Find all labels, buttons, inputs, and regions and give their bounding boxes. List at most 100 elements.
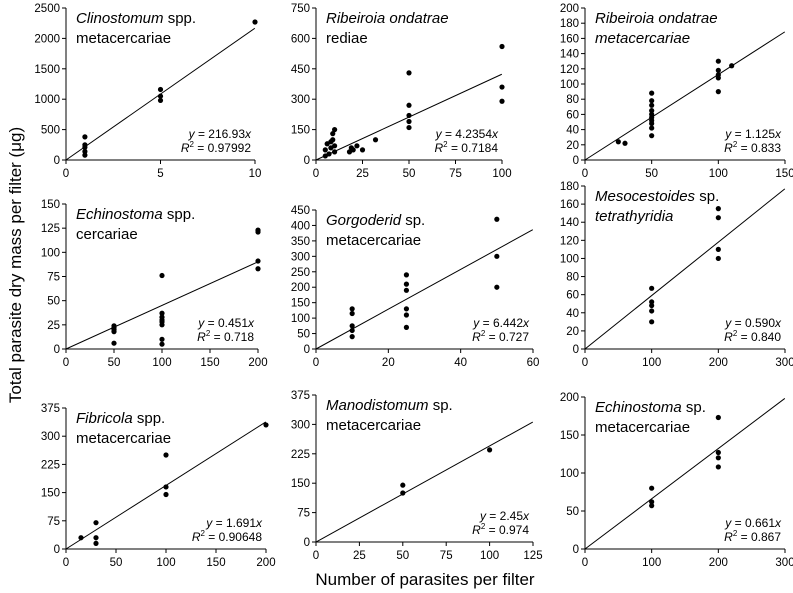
panel-subtitle: metacercariae — [76, 430, 171, 447]
x-tick-label: 0 — [63, 557, 69, 569]
panel-title: Manodistomum sp. — [326, 397, 453, 414]
y-tick-label: 75 — [297, 508, 310, 520]
data-point — [332, 143, 338, 149]
data-point — [649, 302, 655, 309]
equation-label: y = 0.451x — [197, 316, 255, 330]
y-tick-label: 100 — [560, 253, 579, 265]
panel-title: Clinostomum spp. — [76, 10, 196, 27]
y-tick-label: 300 — [291, 94, 310, 106]
y-tick-label: 75 — [47, 516, 60, 528]
data-point — [330, 131, 336, 137]
data-point — [82, 142, 88, 148]
data-point — [715, 414, 721, 421]
y-tick-label: 40 — [566, 308, 579, 320]
data-point — [111, 323, 117, 329]
x-tick-label: 0 — [582, 557, 588, 569]
y-tick-label: 0 — [573, 544, 579, 556]
data-point — [354, 143, 360, 149]
y-tick-label: 60 — [566, 109, 579, 121]
data-point — [403, 281, 410, 287]
data-point — [159, 310, 165, 316]
x-tick-label: 200 — [709, 557, 728, 569]
y-tick-label: 180 — [560, 18, 579, 30]
r-squared-label: R2 = 0.840 — [724, 329, 781, 344]
y-tick-label: 600 — [291, 33, 310, 45]
data-point — [615, 139, 621, 145]
panel-title: Mesocestoides sp. — [595, 188, 719, 205]
y-tick-label: 80 — [566, 272, 579, 284]
x-tick-label: 60 — [527, 357, 540, 369]
y-tick-label: 120 — [560, 235, 579, 247]
panel-title: Fibricola spp. — [76, 410, 165, 427]
x-tick-label: 125 — [523, 550, 542, 562]
y-tick-label: 0 — [304, 344, 310, 356]
x-tick-label: 75 — [449, 168, 462, 180]
panel-title: Ribeiroia ondatrae — [595, 10, 718, 27]
y-tick-label: 0 — [54, 344, 60, 356]
data-point — [406, 118, 412, 125]
x-tick-label: 0 — [582, 357, 588, 369]
data-point — [349, 306, 355, 312]
x-tick-label: 300 — [775, 557, 793, 569]
data-point — [715, 255, 721, 262]
y-tick-label: 2000 — [34, 33, 60, 45]
panel-3: 0 20 40 60 80 100 120 140 160 180 200 0 50 100 150 Ribe… — [560, 3, 793, 180]
y-tick-label: 125 — [41, 223, 60, 235]
data-point — [649, 111, 655, 117]
x-tick-label: 0 — [313, 550, 319, 562]
data-point — [499, 43, 505, 50]
x-tick-label: 100 — [480, 550, 499, 562]
r-squared-label: R2 = 0.833 — [724, 140, 781, 155]
data-point — [322, 147, 328, 153]
x-tick-label: 200 — [248, 357, 267, 369]
data-point — [403, 306, 410, 312]
y-tick-label: 200 — [560, 392, 579, 404]
data-point — [157, 93, 164, 99]
panel-title: Ribeiroia ondatrae — [326, 10, 449, 27]
x-tick-label: 200 — [709, 357, 728, 369]
y-tick-label: 450 — [291, 64, 310, 76]
equation-label: y = 1.691x — [205, 516, 263, 530]
panel-6: 0 20 40 60 80 100 120 140 160 180 0 100 200 300 Mesoce… — [560, 181, 793, 369]
y-tick-label: 375 — [291, 390, 310, 402]
data-point — [403, 312, 410, 318]
r-squared-label: R2 = 0.867 — [724, 529, 781, 544]
data-point — [715, 58, 721, 64]
data-point — [359, 147, 366, 153]
x-tick-label: 100 — [642, 357, 661, 369]
data-point — [159, 341, 165, 347]
r-squared-label: R2 = 0.727 — [472, 329, 529, 344]
equation-label: y = 6.442x — [472, 316, 530, 330]
panel-8: 0 75 150 225 300 375 0 25 50 75 100 125 Manodistomum… — [291, 390, 543, 562]
y-tick-label: 100 — [560, 79, 579, 91]
panel-subtitle: metacercariae — [595, 419, 690, 436]
data-point — [78, 535, 84, 541]
data-point — [349, 323, 355, 329]
data-point — [649, 299, 655, 305]
data-point — [332, 149, 338, 155]
panel-subtitle: cercariae — [76, 226, 138, 243]
x-tick-label: 0 — [63, 357, 69, 369]
y-tick-label: 200 — [291, 282, 310, 294]
data-point — [715, 72, 721, 78]
y-tick-label: 500 — [41, 125, 60, 137]
y-tick-label: 50 — [566, 506, 579, 518]
data-point — [82, 152, 88, 158]
data-point — [82, 148, 88, 155]
data-point — [403, 272, 410, 278]
panel-2: 0 150 300 450 600 750 0 25 50 75 100 Ribeiroia onda… — [291, 3, 512, 180]
x-tick-label: 25 — [353, 550, 366, 562]
y-tick-label: 1000 — [34, 94, 60, 106]
y-tick-label: 0 — [304, 537, 310, 549]
data-point — [649, 499, 655, 505]
x-tick-label: 0 — [63, 168, 69, 180]
y-tick-label: 300 — [41, 431, 60, 443]
data-point — [649, 285, 655, 291]
panel-subtitle: metacercariae — [326, 232, 421, 249]
data-point — [349, 334, 355, 340]
panel-4: 0 25 50 75 100 125 150 0 50 100 150 200 Echinostoma … — [41, 199, 268, 369]
panel-title: Gorgoderid sp. — [326, 212, 425, 229]
y-tick-label: 20 — [566, 140, 579, 152]
data-point — [715, 455, 721, 461]
